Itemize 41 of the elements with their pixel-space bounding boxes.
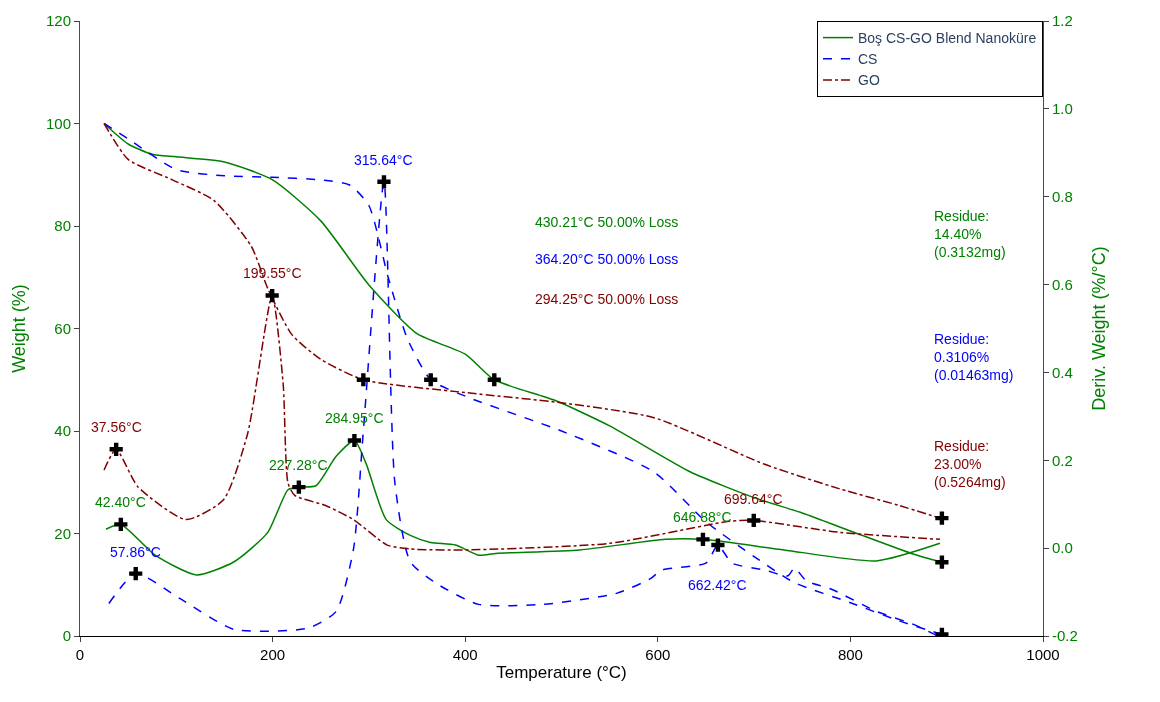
y2-tick-label: 1.2 bbox=[1052, 12, 1073, 30]
y-tick-label: 0 bbox=[62, 627, 71, 645]
x-tick-label: 1000 bbox=[1026, 646, 1060, 663]
annotation: 284.95°C bbox=[325, 410, 384, 426]
annotation: 42.40°C bbox=[95, 494, 146, 510]
y-tick-label: 20 bbox=[54, 524, 71, 542]
x-tick-label: 400 bbox=[452, 646, 478, 663]
annotation: Residue: 23.00% (0.5264mg) bbox=[934, 438, 1006, 491]
legend-label: GO bbox=[858, 72, 880, 89]
y-axis-title: Weight (%) bbox=[9, 284, 30, 373]
y2-axis-title: Deriv. Weight (%/°C) bbox=[1088, 246, 1109, 411]
y-tick-label: 120 bbox=[45, 12, 71, 30]
annotation: 199.55°C bbox=[243, 265, 302, 281]
annotation: 227.28°C bbox=[269, 457, 328, 473]
x-tick-label: 800 bbox=[837, 646, 863, 663]
x-axis-title: Temperature (°C) bbox=[496, 663, 627, 683]
annotation: 364.20°C 50.00% Loss bbox=[535, 251, 679, 267]
annotation: 294.25°C 50.00% Loss bbox=[535, 291, 679, 307]
annotation: 37.56°C bbox=[91, 419, 142, 435]
annotation: 430.21°C 50.00% Loss bbox=[535, 214, 679, 230]
y2-tick-label: 0.4 bbox=[1052, 363, 1073, 381]
y2-tick-label: 0.6 bbox=[1052, 275, 1073, 293]
y-tick-label: 100 bbox=[45, 114, 71, 132]
x-tick-label: 0 bbox=[75, 646, 85, 663]
y2-tick-label: 0.8 bbox=[1052, 187, 1073, 205]
annotation: Residue: 14.40% (0.3132mg) bbox=[934, 208, 1006, 261]
y2-tick-label: 0.0 bbox=[1052, 539, 1073, 557]
x-tick-label: 200 bbox=[260, 646, 286, 663]
y-tick-label: 60 bbox=[54, 319, 71, 337]
y2-tick-label: 1.0 bbox=[1052, 100, 1073, 118]
legend-label: Boş CS-GO Blend Nanoküre bbox=[858, 30, 1037, 47]
annotation: 646.88°C bbox=[673, 509, 732, 525]
legend-label: CS bbox=[858, 51, 878, 68]
y2-tick-label: -0.2 bbox=[1052, 627, 1078, 645]
annotation: 315.64°C bbox=[354, 152, 413, 168]
y-tick-label: 40 bbox=[54, 422, 71, 440]
y-tick-label: 80 bbox=[54, 217, 71, 235]
y2-tick-label: 0.2 bbox=[1052, 451, 1073, 469]
annotation: 662.42°C bbox=[688, 577, 747, 593]
annotation: Residue: 0.3106% (0.01463mg) bbox=[934, 331, 1014, 384]
x-tick-label: 600 bbox=[645, 646, 671, 663]
